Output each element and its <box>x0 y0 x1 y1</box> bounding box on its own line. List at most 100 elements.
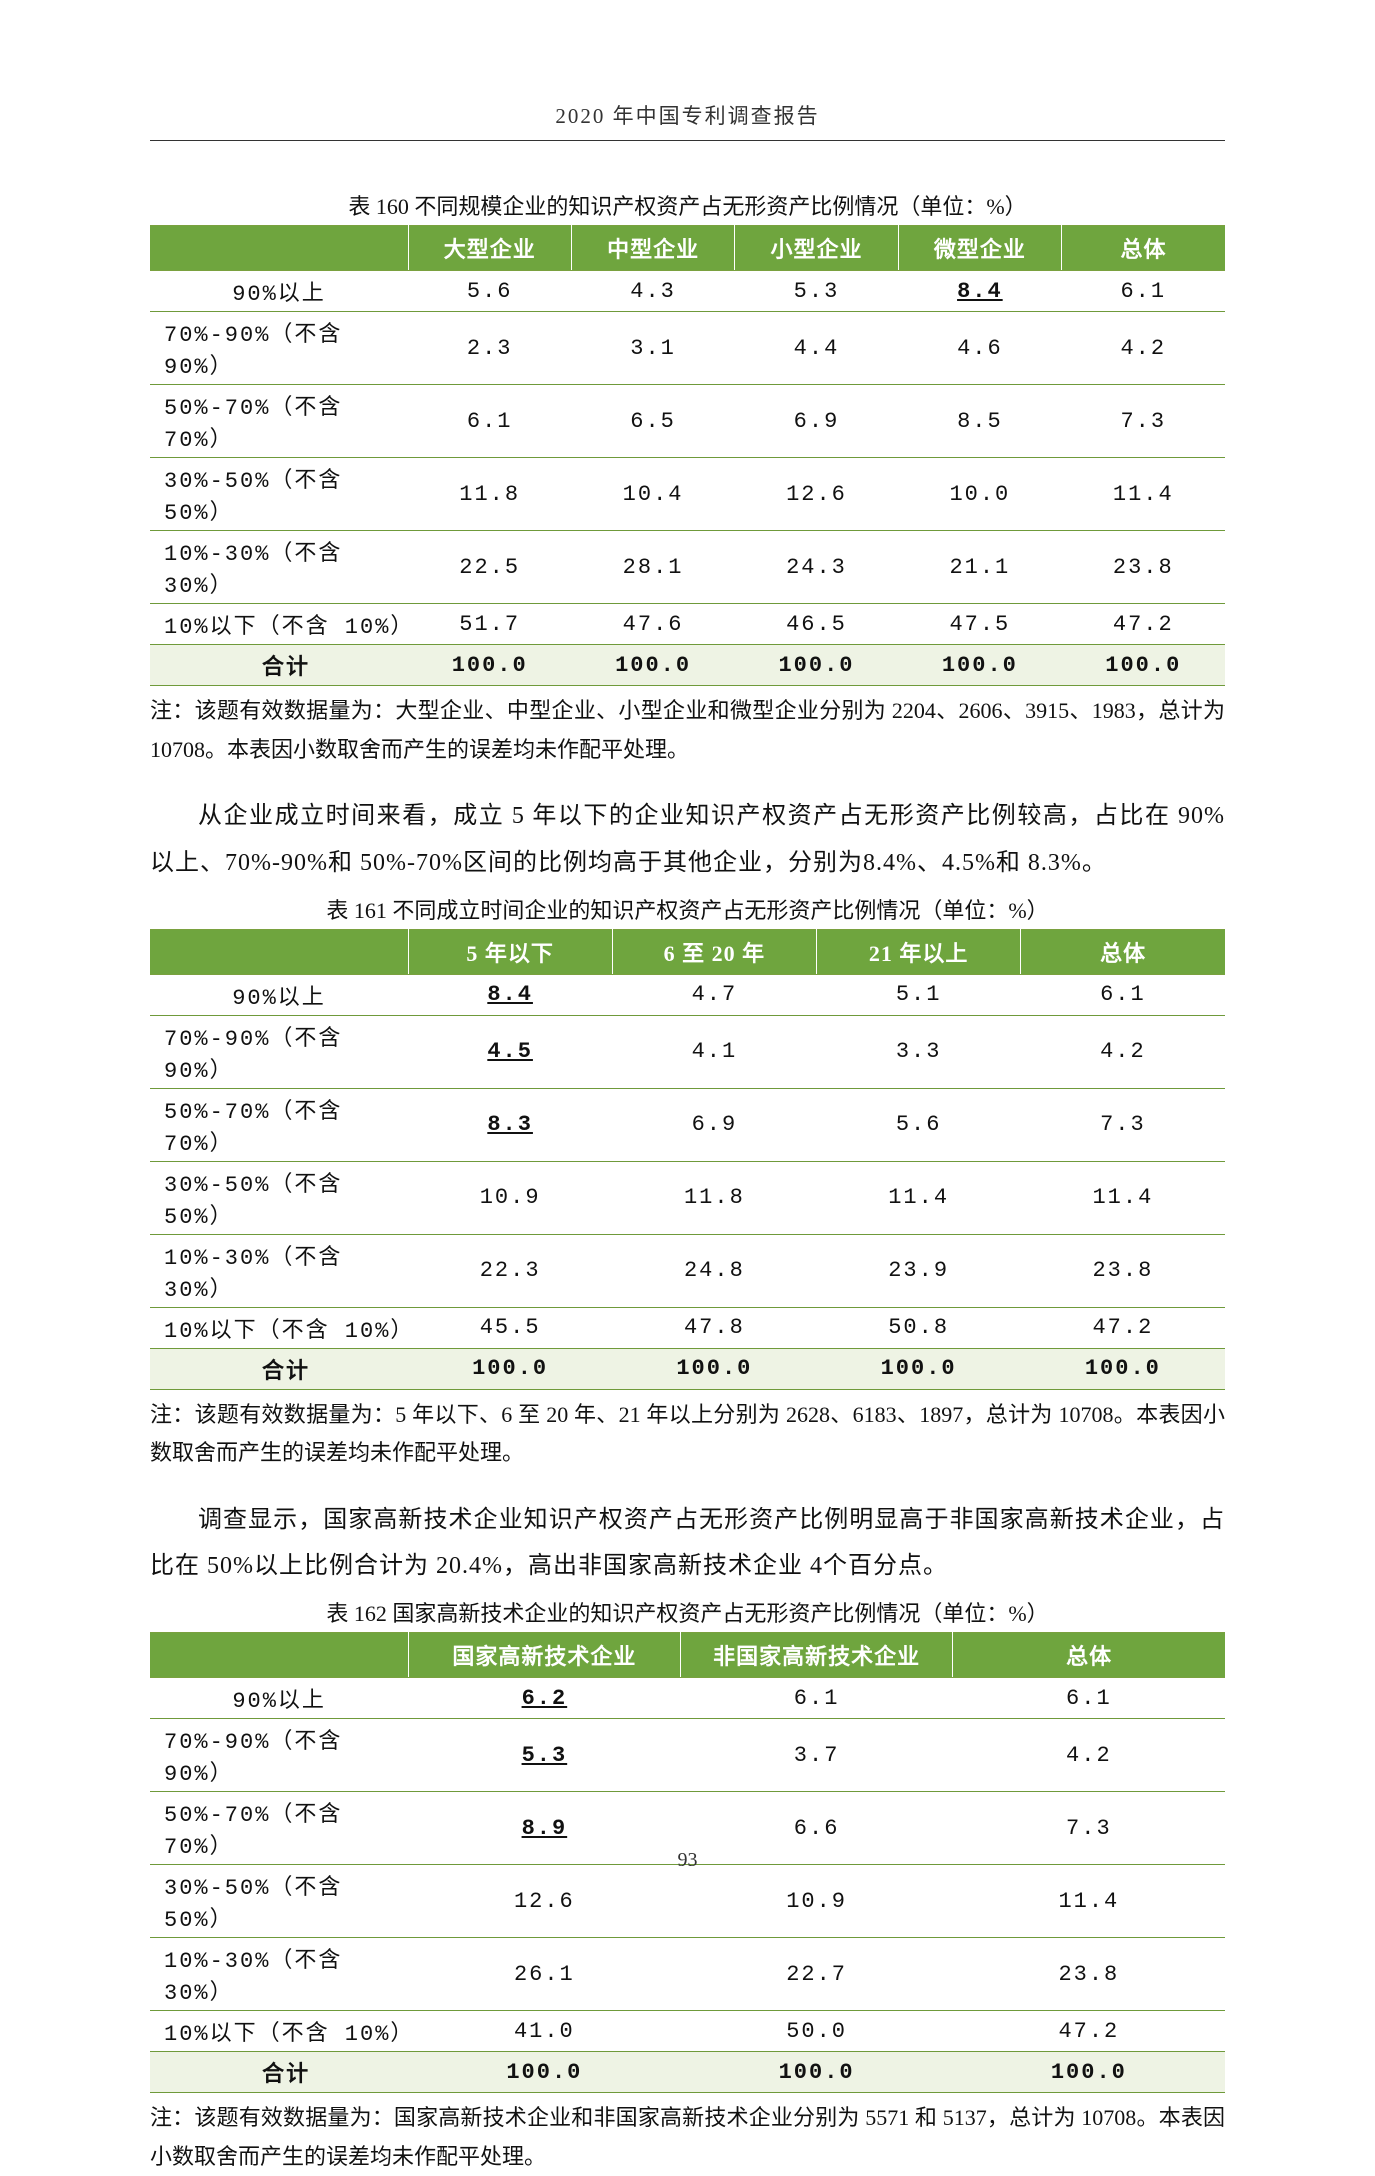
row-label: 50%-70%（不含 70%） <box>150 385 408 458</box>
table-cell: 46.5 <box>735 604 898 645</box>
total-cell: 100.0 <box>1062 645 1225 686</box>
table-cell: 4.7 <box>612 974 816 1015</box>
table-column-header: 5 年以下 <box>408 929 612 974</box>
row-label: 70%-90%（不含 90%） <box>150 312 408 385</box>
table-column-header <box>150 929 408 974</box>
table-column-header: 总体 <box>1021 929 1225 974</box>
table-cell: 41.0 <box>408 2011 680 2052</box>
table-cell: 6.1 <box>953 1678 1225 1719</box>
table-cell: 7.3 <box>1062 385 1225 458</box>
table-row: 50%-70%（不含 70%）6.16.56.98.57.3 <box>150 385 1225 458</box>
table-column-header: 微型企业 <box>898 226 1061 271</box>
table-cell: 23.8 <box>953 1938 1225 2011</box>
total-label: 合计 <box>150 1348 408 1389</box>
total-cell: 100.0 <box>408 1348 612 1389</box>
table-column-header: 总体 <box>953 1633 1225 1678</box>
table-cell: 6.1 <box>408 385 571 458</box>
table-cell: 8.4 <box>898 271 1061 312</box>
table-row: 90%以上8.44.75.16.1 <box>150 974 1225 1015</box>
table-cell: 47.6 <box>571 604 734 645</box>
table-row: 30%-50%（不含 50%）12.610.911.4 <box>150 1865 1225 1938</box>
table-row: 10%以下（不含 10%）41.050.047.2 <box>150 2011 1225 2052</box>
table-cell: 4.3 <box>571 271 734 312</box>
table-cell: 47.8 <box>612 1307 816 1348</box>
table161: 5 年以下6 至 20 年21 年以上总体90%以上8.44.75.16.170… <box>150 929 1225 1390</box>
table-row: 10%-30%（不含 30%）22.528.124.321.123.8 <box>150 531 1225 604</box>
total-cell: 100.0 <box>612 1348 816 1389</box>
row-label: 10%-30%（不含 30%） <box>150 1234 408 1307</box>
total-cell: 100.0 <box>571 645 734 686</box>
table-cell: 4.2 <box>953 1719 1225 1792</box>
table-cell: 2.3 <box>408 312 571 385</box>
table-cell: 5.6 <box>408 271 571 312</box>
table-cell: 6.5 <box>571 385 734 458</box>
total-cell: 100.0 <box>680 2052 952 2093</box>
total-cell: 100.0 <box>735 645 898 686</box>
row-label: 10%以下（不含 10%） <box>150 1307 408 1348</box>
page-number: 93 <box>0 1849 1375 1872</box>
row-label: 30%-50%（不含 50%） <box>150 458 408 531</box>
row-label: 70%-90%（不含 90%） <box>150 1015 408 1088</box>
total-cell: 100.0 <box>817 1348 1021 1389</box>
table-cell: 51.7 <box>408 604 571 645</box>
table-cell: 28.1 <box>571 531 734 604</box>
table-row: 10%以下（不含 10%）45.547.850.847.2 <box>150 1307 1225 1348</box>
page-container: 2020 年中国专利调查报告 表 160 不同规模企业的知识产权资产占无形资产比… <box>0 0 1375 1942</box>
total-label: 合计 <box>150 645 408 686</box>
paragraph-1: 从企业成立时间来看，成立 5 年以下的企业知识产权资产占无形资产比例较高，占比在… <box>150 793 1225 887</box>
table-cell: 4.1 <box>612 1015 816 1088</box>
table-cell: 24.8 <box>612 1234 816 1307</box>
table-cell: 10.9 <box>680 1865 952 1938</box>
table-row: 90%以上6.26.16.1 <box>150 1678 1225 1719</box>
table-cell: 45.5 <box>408 1307 612 1348</box>
table-cell: 8.5 <box>898 385 1061 458</box>
total-cell: 100.0 <box>898 645 1061 686</box>
table-cell: 6.1 <box>1021 974 1225 1015</box>
table-column-header: 大型企业 <box>408 226 571 271</box>
table-cell: 22.3 <box>408 1234 612 1307</box>
row-label: 90%以上 <box>150 271 408 312</box>
table-cell: 12.6 <box>408 1865 680 1938</box>
table162-note: 注：该题有效数据量为：国家高新技术企业和非国家高新技术企业分别为 5571 和 … <box>150 2099 1225 2176</box>
table160: 大型企业中型企业小型企业微型企业总体90%以上5.64.35.38.46.170… <box>150 225 1225 686</box>
table-cell: 4.2 <box>1021 1015 1225 1088</box>
table-cell: 6.9 <box>735 385 898 458</box>
table-column-header: 6 至 20 年 <box>612 929 816 974</box>
table-cell: 12.6 <box>735 458 898 531</box>
row-label: 90%以上 <box>150 974 408 1015</box>
table-row: 90%以上5.64.35.38.46.1 <box>150 271 1225 312</box>
table-cell: 11.8 <box>612 1161 816 1234</box>
table-cell: 23.9 <box>817 1234 1021 1307</box>
total-cell: 100.0 <box>408 2052 680 2093</box>
table-cell: 10.9 <box>408 1161 612 1234</box>
table-total-row: 合计100.0100.0100.0100.0100.0 <box>150 645 1225 686</box>
table161-caption: 表 161 不同成立时间企业的知识产权资产占无形资产比例情况（单位：%） <box>150 893 1225 925</box>
table-cell: 3.7 <box>680 1719 952 1792</box>
table-total-row: 合计100.0100.0100.0100.0 <box>150 1348 1225 1389</box>
row-label: 10%-30%（不含 30%） <box>150 1938 408 2011</box>
table-column-header: 中型企业 <box>571 226 734 271</box>
row-label: 30%-50%（不含 50%） <box>150 1161 408 1234</box>
table-cell: 47.5 <box>898 604 1061 645</box>
table-row: 30%-50%（不含 50%）11.810.412.610.011.4 <box>150 458 1225 531</box>
table-cell: 7.3 <box>1021 1088 1225 1161</box>
table-cell: 47.2 <box>1062 604 1225 645</box>
table-row: 70%-90%（不含 90%）4.54.13.34.2 <box>150 1015 1225 1088</box>
table-cell: 47.2 <box>1021 1307 1225 1348</box>
table-cell: 4.2 <box>1062 312 1225 385</box>
table-row: 50%-70%（不含 70%）8.36.95.67.3 <box>150 1088 1225 1161</box>
table-cell: 4.5 <box>408 1015 612 1088</box>
table-cell: 4.4 <box>735 312 898 385</box>
table-cell: 5.6 <box>817 1088 1021 1161</box>
table-cell: 22.7 <box>680 1938 952 2011</box>
table-cell: 6.2 <box>408 1678 680 1719</box>
table-row: 10%-30%（不含 30%）26.122.723.8 <box>150 1938 1225 2011</box>
table-cell: 11.8 <box>408 458 571 531</box>
table-cell: 10.4 <box>571 458 734 531</box>
table-row: 10%-30%（不含 30%）22.324.823.923.8 <box>150 1234 1225 1307</box>
table-cell: 4.6 <box>898 312 1061 385</box>
table-column-header <box>150 1633 408 1678</box>
table-column-header: 21 年以上 <box>817 929 1021 974</box>
row-label: 30%-50%（不含 50%） <box>150 1865 408 1938</box>
table-cell: 24.3 <box>735 531 898 604</box>
